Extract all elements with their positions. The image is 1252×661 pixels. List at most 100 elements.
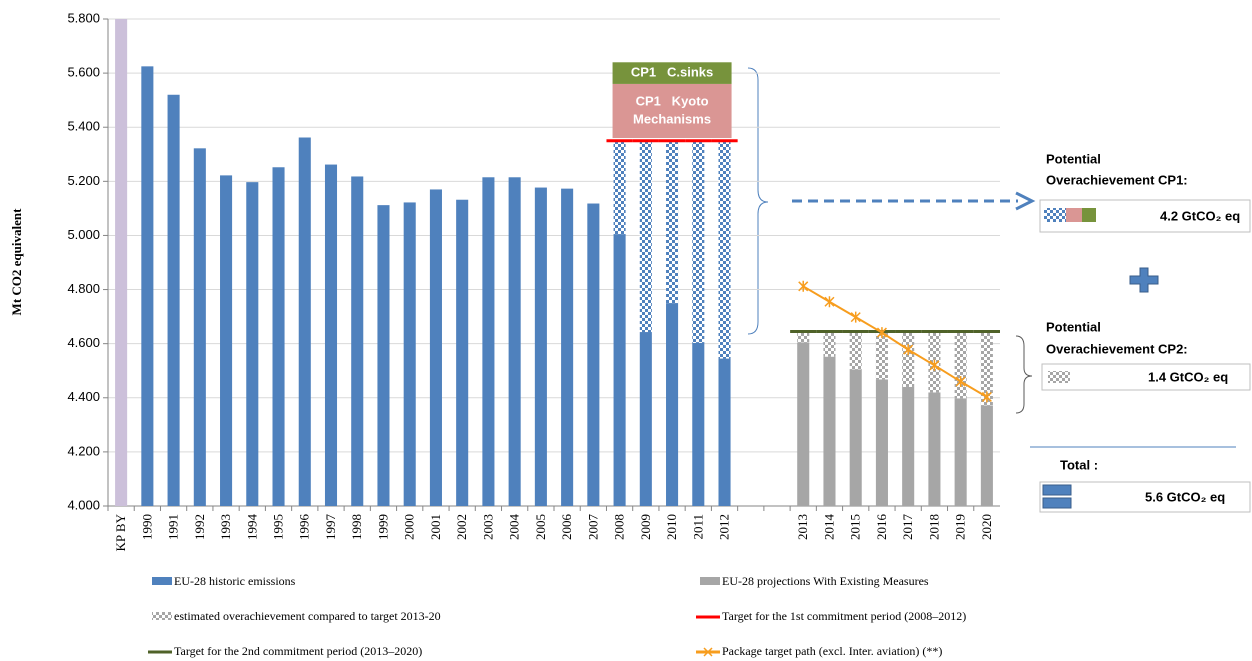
x-tick-label: 2005	[533, 514, 548, 540]
bar	[167, 94, 180, 506]
x-tick-label: 2007	[585, 514, 600, 541]
overachievement-bar	[692, 140, 705, 343]
marker	[824, 296, 835, 308]
bar	[902, 386, 915, 506]
cp1-value: 4.2 GtCO₂ eq	[1160, 208, 1240, 223]
x-tick-label: 2011	[690, 514, 705, 540]
bar	[797, 342, 810, 506]
y-tick-label: 4.400	[67, 389, 100, 404]
bar	[980, 405, 993, 506]
overachievement-bar	[639, 140, 652, 333]
x-tick-label: 1994	[244, 514, 259, 541]
total-value: 5.6 GtCO₂ eq	[1145, 489, 1225, 504]
x-tick-label: 2016	[874, 514, 889, 541]
x-tick-label: 2015	[848, 514, 863, 540]
bar	[482, 177, 495, 506]
bar	[456, 199, 469, 506]
brace-cp2	[1015, 335, 1033, 414]
x-tick-label: 1993	[218, 514, 233, 540]
bar	[534, 187, 547, 507]
y-tick-label: 5.000	[67, 227, 100, 242]
x-tick-label: 2003	[480, 514, 495, 540]
total-icon	[1042, 497, 1072, 509]
bar	[718, 358, 731, 506]
bar	[928, 392, 941, 506]
overachievement-bar	[875, 331, 888, 380]
bar	[954, 398, 967, 506]
x-tick-label: 1997	[323, 514, 338, 541]
marker	[798, 280, 809, 292]
y-tick-label: 4.200	[67, 443, 100, 458]
bar	[849, 369, 862, 506]
cp1-block	[612, 83, 732, 139]
bar	[351, 176, 364, 507]
bar	[561, 188, 574, 506]
bar	[587, 203, 600, 506]
cp1-title: Overachievement CP1:	[1046, 172, 1188, 187]
legend-swatch	[152, 577, 172, 585]
bar	[220, 175, 233, 506]
y-tick-label: 5.600	[67, 65, 100, 80]
legend-marker	[703, 647, 713, 657]
y-tick-label: 4.800	[67, 281, 100, 296]
bar	[823, 356, 836, 506]
bar	[298, 137, 311, 506]
cp2-value: 1.4 GtCO₂ eq	[1148, 369, 1228, 384]
bar	[666, 303, 679, 506]
y-tick-label: 5.200	[67, 173, 100, 188]
bar	[639, 332, 652, 506]
x-tick-label: 2014	[821, 514, 836, 541]
x-tick-label: KP BY	[113, 513, 128, 551]
x-tick-label: 1992	[192, 514, 207, 540]
x-tick-label: 2008	[612, 514, 627, 540]
overachievement-bar	[666, 140, 679, 304]
bar	[193, 148, 206, 506]
x-tick-label: 2004	[507, 514, 522, 541]
x-tick-label: 2018	[926, 514, 941, 540]
x-tick-label: 1990	[139, 514, 154, 540]
bar	[272, 167, 285, 506]
bar	[115, 19, 128, 506]
x-tick-label: 2010	[664, 514, 679, 540]
cp1-block-label: CP1 C.sinks	[631, 65, 713, 80]
x-tick-label: 2012	[717, 514, 732, 540]
cp2-title: Overachievement CP2:	[1046, 341, 1188, 356]
y-tick-label: 5.800	[67, 10, 100, 25]
cp1-block	[612, 62, 732, 84]
x-tick-label: 2020	[979, 514, 994, 540]
brace-cp1	[747, 67, 769, 335]
bar	[403, 202, 416, 507]
total-box	[1039, 481, 1251, 513]
x-tick-label: 2006	[559, 514, 574, 541]
bar	[377, 205, 390, 507]
legend-label: Target for the 1st commitment period (20…	[722, 609, 966, 623]
cp1-icon-kyoto	[1066, 208, 1082, 222]
legend-label: Target for the 2nd commitment period (20…	[174, 644, 422, 658]
y-axis-title: Mt CO2 equivalent	[9, 208, 24, 316]
plus-icon	[1129, 267, 1159, 293]
x-tick-label: 2013	[795, 514, 810, 540]
overachievement-bar	[980, 331, 993, 406]
overachievement-bar	[718, 140, 731, 359]
cp2-box	[1041, 363, 1251, 391]
x-tick-label: 1995	[271, 514, 286, 540]
x-tick-label: 2017	[900, 514, 915, 541]
marker	[903, 344, 914, 356]
marker	[929, 359, 940, 371]
bar	[141, 66, 154, 506]
y-tick-label: 5.400	[67, 119, 100, 134]
x-tick-label: 1991	[166, 514, 181, 540]
y-tick-label: 4.000	[67, 497, 100, 512]
overachievement-bar	[902, 331, 915, 387]
cp1-icon-sinks	[1082, 208, 1096, 222]
bar	[692, 342, 705, 506]
legend-swatch	[152, 612, 172, 620]
overachievement-bar	[849, 331, 862, 370]
x-tick-label: 1999	[375, 514, 390, 540]
total-title: Total :	[1060, 457, 1098, 472]
x-tick-label: 2019	[953, 514, 968, 540]
cp1-block-label: Mechanisms	[633, 111, 711, 126]
overachievement-bar	[823, 331, 836, 357]
bar	[508, 177, 521, 506]
overachievement-bar	[797, 331, 810, 343]
